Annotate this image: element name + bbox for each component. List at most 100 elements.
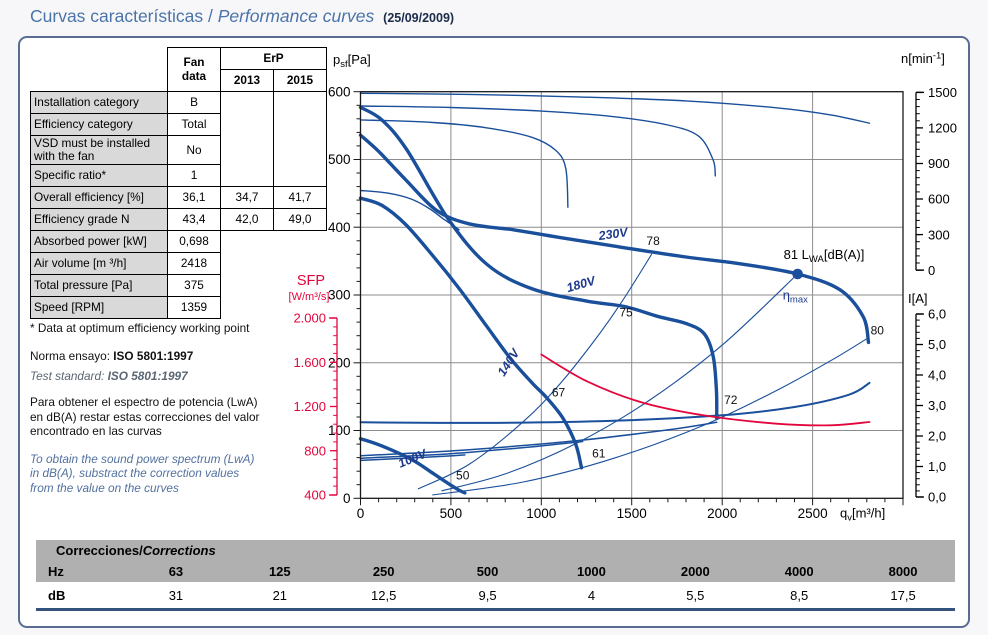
fan-curve-100v: [358, 437, 467, 495]
fan-curve-180v: [358, 105, 719, 420]
col-header-2013: 2013: [220, 69, 274, 92]
row-label: Air volume [m ³/h]: [30, 252, 168, 276]
corrections-db-row: dB 31 21 12,5 9,5 4 5,5 8,5 17,5: [36, 582, 955, 611]
svg-text:psf[Pa]: psf[Pa]: [333, 52, 371, 70]
lwa-point-label: 81 LWA[dB(A)]: [784, 247, 865, 265]
curve-label-180v: 180V: [565, 273, 599, 295]
svg-text:900: 900: [928, 156, 950, 171]
svg-text:500: 500: [328, 152, 351, 167]
db-row-label: dB: [48, 587, 66, 603]
table-row: Speed [RPM] 1359: [30, 296, 327, 320]
hz-value: 125: [268, 564, 291, 579]
optimum-point-dot: [792, 268, 803, 280]
svg-text:n[min-1]: n[min-1]: [901, 51, 945, 67]
performance-chart: 0 500 1000 1500 2000 2500 qv[m³/h] 0 100 200 300 40…: [278, 40, 968, 542]
db-value: 8,5: [790, 587, 809, 603]
corrections-note-en: To obtain the sound power spectrum (LwA)…: [30, 451, 255, 495]
svg-text:4,0: 4,0: [928, 368, 946, 383]
fan-curve-140v: [358, 196, 584, 470]
notes-block: * Data at optimum efficiency working poi…: [30, 321, 266, 496]
row-value-2015: 49,0: [273, 208, 327, 232]
svg-text:600: 600: [328, 84, 351, 99]
svg-text:1500: 1500: [928, 85, 957, 100]
row-value: 375: [167, 274, 221, 298]
row-label: Overall efficiency [%]: [30, 186, 168, 210]
svg-text:2000: 2000: [707, 506, 737, 521]
title-spanish: Curvas características: [30, 6, 204, 26]
svg-text:1.600: 1.600: [293, 355, 326, 370]
svg-text:300: 300: [928, 227, 950, 242]
erp-2013-empty-cell: [220, 90, 274, 188]
svg-text:0: 0: [357, 506, 365, 521]
performance-chart-svg: 0 500 1000 1500 2000 2500 qv[m³/h]010020030040…: [289, 51, 957, 524]
row-value: No: [167, 134, 221, 166]
db-value: 31: [168, 587, 184, 603]
row-value: B: [167, 91, 221, 114]
svg-text:5,0: 5,0: [928, 337, 946, 352]
fan-data-table: Fan data ErP 2013 2015 Installation cate…: [30, 47, 327, 320]
col-header-fan-data: Fan data: [167, 47, 221, 92]
hz-value: 4000: [784, 564, 814, 579]
curve-label-75: 75: [619, 306, 633, 320]
row-label: Total pressure [Pa]: [30, 274, 168, 298]
eta-max-label: ηmax: [783, 288, 808, 306]
svg-text:I[A]: I[A]: [908, 291, 928, 306]
title-english: Performance curves: [217, 6, 375, 26]
row-value: 1: [167, 164, 221, 188]
curve-label-78: 78: [646, 234, 660, 248]
db-value: 4: [587, 587, 596, 603]
eta-max-parabola: [441, 273, 799, 492]
svg-text:1200: 1200: [928, 121, 957, 136]
curve-label-50: 50: [456, 468, 470, 482]
row-label: Absorbed power [kW]: [30, 230, 168, 254]
corrections-table: Correcciones / Corrections Hz 63 125 250…: [36, 540, 955, 611]
db-value: 17,5: [890, 587, 916, 603]
row-label: VSD must be installed with the fan: [30, 134, 168, 166]
erp-2015-empty-cell: [273, 90, 327, 188]
svg-text:1.200: 1.200: [293, 399, 326, 414]
corrections-header: Correcciones / Corrections: [36, 540, 955, 561]
svg-text:0,0: 0,0: [928, 490, 946, 505]
db-value: 21: [272, 587, 288, 603]
table-row: Overall efficiency [%] 36,1 34,7 41,7: [30, 186, 327, 210]
svg-text:0: 0: [343, 491, 351, 506]
row-value-2013: 42,0: [220, 208, 274, 232]
row-value: 43,4: [167, 208, 221, 232]
table-row: Installation category B: [30, 90, 327, 188]
svg-text:400: 400: [328, 220, 351, 235]
svg-text:600: 600: [928, 192, 950, 207]
curve-label-140v: 140V: [495, 345, 524, 379]
table-row: Air volume [m ³/h] 2418: [30, 252, 327, 276]
row-value-2013: 34,7: [220, 186, 274, 210]
svg-text:100: 100: [328, 423, 351, 438]
hz-value: 1000: [576, 564, 606, 579]
table-row: Efficiency category Total: [30, 113, 327, 136]
row-value: 2418: [167, 252, 221, 276]
row-label: Efficiency category: [30, 113, 168, 136]
svg-text:0: 0: [928, 263, 935, 278]
current-curve-140v: [359, 440, 584, 460]
row-label: Speed [RPM]: [30, 296, 168, 320]
lwa-parabola: [417, 253, 653, 490]
hz-value: 500: [476, 564, 499, 579]
curve-label-72: 72: [724, 393, 738, 407]
row-value: 1359: [167, 296, 221, 320]
curve-label-61: 61: [592, 447, 606, 461]
max-flow-parabola: [432, 337, 870, 496]
curve-label-80: 80: [871, 323, 885, 337]
svg-text:SFP: SFP: [297, 273, 325, 289]
svg-text:2,0: 2,0: [928, 429, 946, 444]
svg-text:6,0: 6,0: [928, 307, 946, 322]
table-row: Absorbed power [kW] 0,698: [30, 230, 327, 254]
header-spacer: [31, 48, 168, 70]
hz-value: 250: [372, 564, 395, 579]
hz-value: 2000: [680, 564, 710, 579]
curve-label-67: 67: [552, 386, 566, 400]
hz-value: 8000: [888, 564, 918, 579]
svg-text:2.000: 2.000: [293, 311, 326, 326]
svg-text:3,0: 3,0: [928, 398, 946, 413]
svg-text:1,0: 1,0: [928, 459, 946, 474]
current-curve-100v: [359, 454, 466, 462]
title-date: (25/09/2009): [383, 11, 455, 25]
hz-value: 63: [168, 564, 184, 579]
